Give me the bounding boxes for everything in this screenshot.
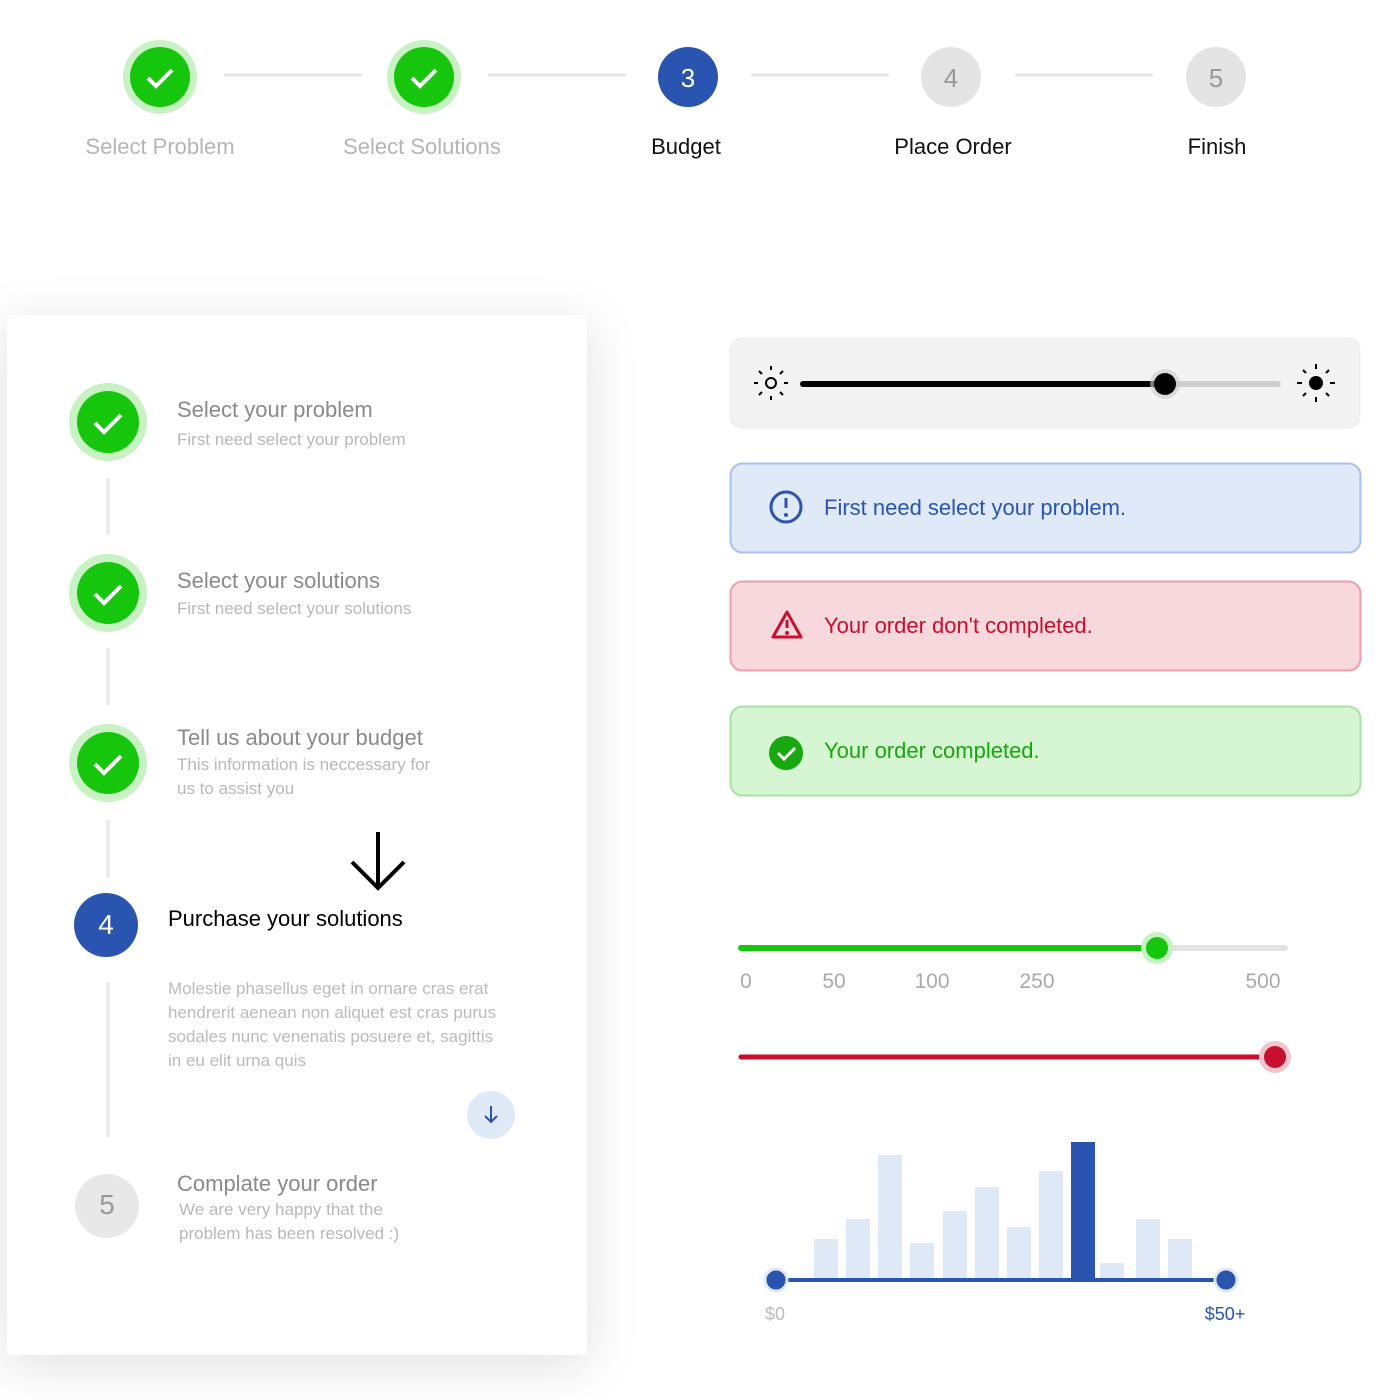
slider-tick: 100: [914, 970, 950, 993]
step-number: 4: [943, 63, 959, 93]
step-title: Select your problem: [177, 397, 373, 422]
arrow: [350, 832, 406, 891]
slider-tick: 50: [822, 970, 846, 993]
slider-tick: 500: [1245, 970, 1281, 993]
step-number: 5: [1208, 63, 1224, 93]
alert-success: Your order completed.: [824, 738, 1040, 763]
slider-thumb[interactable]: [1264, 1046, 1286, 1068]
step-description: We are very happy that the problem has b…: [179, 1200, 400, 1243]
slider-tick: 0: [740, 970, 752, 993]
step-label: Select Problem: [85, 134, 235, 159]
step-description: First need select your solutions: [177, 599, 412, 618]
alert-error: Your order don't completed.: [824, 613, 1093, 638]
step-label: Select Solutions: [343, 134, 501, 159]
step-number: 5: [99, 1189, 115, 1220]
slider-thumb[interactable]: [1146, 937, 1168, 959]
step-description: Molestie phasellus eget in ornare cras e…: [168, 979, 496, 1070]
alert-info: First need select your problem.: [824, 495, 1127, 520]
slider-tick: 250: [1019, 970, 1055, 993]
step-description: This information is neccessary for us to…: [177, 755, 431, 798]
step-title: Tell us about your budget: [177, 725, 423, 750]
step-number: 4: [98, 909, 114, 940]
step-title: Purchase your solutions: [168, 906, 403, 931]
range-thumb[interactable]: [1213, 1267, 1239, 1293]
step-title: Complate your order: [177, 1171, 378, 1196]
slider-thumb[interactable]: [1154, 373, 1176, 395]
step-done: [123, 40, 461, 114]
step-label: Place Order: [894, 134, 1012, 159]
range-min: $0: [764, 1304, 786, 1324]
step-number: 3: [680, 63, 696, 93]
step-description: First need select your problem: [177, 430, 406, 449]
range-thumb[interactable]: [763, 1267, 789, 1293]
range-max: $50+: [1204, 1304, 1246, 1324]
step-title: Select your solutions: [177, 568, 380, 593]
step-label: Finish: [1187, 134, 1247, 159]
step-label: Budget: [651, 134, 721, 159]
